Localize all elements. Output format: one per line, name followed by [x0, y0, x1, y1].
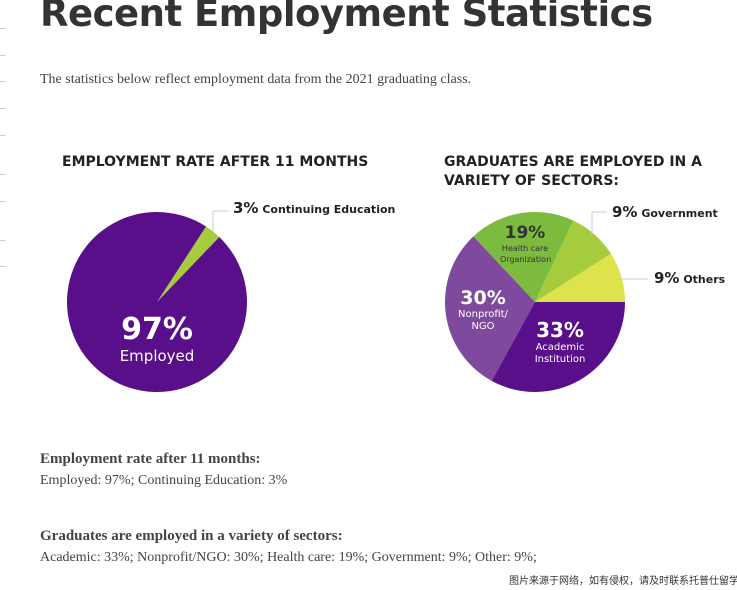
margin-tick	[0, 174, 6, 175]
health-value: 19%	[504, 223, 546, 243]
continuing-education-value: 3%	[233, 199, 259, 217]
pie-slice-health-care-organization	[473, 211, 574, 302]
nonprofit-value: 30%	[460, 287, 506, 309]
nonprofit-name: Nonprofit/ NGO	[458, 309, 508, 332]
margin-tick	[0, 108, 6, 109]
margin-tick	[0, 266, 6, 267]
watermark: 图片来源于网络，如有侵权，请及时联系托普仕留学删除	[509, 576, 737, 587]
chart2-title: GRADUATES ARE EMPLOYED IN A VARIETY OF S…	[444, 154, 702, 189]
pie-slice-academic-institution	[491, 302, 625, 392]
margin-tick	[0, 201, 6, 202]
employed-label: 97% Employed	[97, 312, 217, 366]
health-name: Health care Organization	[500, 244, 552, 264]
margin-tick	[0, 55, 6, 56]
chart1-title: EMPLOYMENT RATE AFTER 11 MONTHS	[62, 154, 369, 170]
summary-heading-1: Employment rate after 11 months:	[40, 451, 261, 467]
page-title: Recent Employment Statistics	[40, 0, 653, 35]
pie-slice-nonprofit-ngo	[444, 236, 535, 381]
margin-tick	[0, 81, 6, 82]
summary-text-2: Academic: 33%; Nonprofit/NGO: 30%; Healt…	[40, 550, 537, 565]
margin-tick	[0, 135, 6, 136]
government-name: Government	[641, 207, 718, 220]
continuing-education-label: 3% Continuing Education	[233, 199, 395, 217]
academic-name: Academic Institution	[534, 342, 586, 365]
margin-tick	[0, 240, 6, 241]
others-name: Others	[683, 273, 726, 286]
pie-slice-employed	[67, 212, 248, 393]
others-label: 9% Others	[654, 269, 725, 287]
employed-name: Employed	[119, 347, 195, 365]
academic-value: 33%	[536, 318, 584, 342]
intro-text: The statistics below reflect employment …	[40, 72, 472, 87]
pie-slice-continuing-education	[157, 226, 220, 302]
health-label: 19% Health care Organization	[490, 224, 560, 265]
government-value: 9%	[612, 203, 638, 221]
pie-slice-government	[535, 220, 611, 302]
continuing-education-name: Continuing Education	[262, 203, 396, 216]
academic-label: 33% Academic Institution	[522, 318, 598, 366]
margin-tick	[0, 28, 6, 29]
summary-heading-2: Graduates are employed in a variety of s…	[40, 528, 343, 544]
government-label: 9% Government	[612, 203, 718, 221]
summary-text-1: Employed: 97%; Continuing Education: 3%	[40, 473, 288, 488]
employed-value: 97%	[121, 312, 193, 347]
nonprofit-label: 30% Nonprofit/ NGO	[448, 287, 518, 333]
others-value: 9%	[654, 269, 680, 287]
pie-slice-others	[535, 253, 625, 302]
